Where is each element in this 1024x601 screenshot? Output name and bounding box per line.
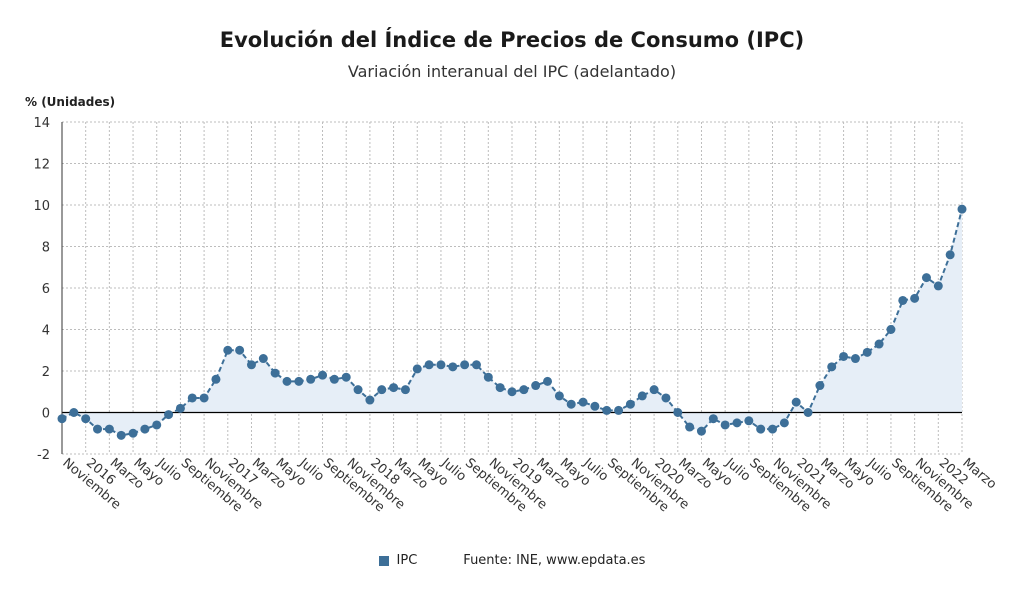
data-point bbox=[400, 385, 410, 395]
data-point bbox=[661, 393, 671, 403]
data-point bbox=[175, 403, 185, 413]
data-point bbox=[365, 395, 375, 405]
y-axis-label: % (Unidades) bbox=[25, 95, 116, 109]
data-point bbox=[424, 360, 434, 370]
data-point bbox=[471, 360, 481, 370]
data-point bbox=[93, 424, 103, 434]
legend: IPC Fuente: INE, www.epdata.es bbox=[0, 553, 1024, 568]
data-point bbox=[732, 418, 742, 428]
data-point bbox=[258, 354, 268, 364]
data-point bbox=[69, 408, 79, 417]
data-point bbox=[116, 430, 126, 440]
data-point bbox=[507, 387, 517, 397]
data-point bbox=[57, 414, 67, 424]
data-point bbox=[933, 281, 943, 291]
data-point bbox=[270, 368, 280, 378]
source-note: Fuente: INE, www.epdata.es bbox=[463, 553, 646, 568]
data-point bbox=[720, 420, 730, 430]
data-point bbox=[341, 372, 351, 382]
data-point bbox=[827, 362, 837, 372]
data-point bbox=[152, 420, 162, 430]
data-point bbox=[744, 416, 754, 426]
chart-title: Evolución del Índice de Precios de Consu… bbox=[219, 28, 805, 52]
data-point bbox=[235, 345, 245, 355]
data-point bbox=[649, 385, 659, 395]
data-point bbox=[436, 360, 446, 370]
legend-swatch bbox=[378, 555, 389, 566]
data-point bbox=[211, 374, 221, 384]
y-tick-label: 2 bbox=[42, 365, 50, 380]
data-point bbox=[756, 424, 766, 434]
y-tick-label: 8 bbox=[42, 241, 50, 256]
y-tick-label: 4 bbox=[42, 324, 50, 339]
y-tick-label: 0 bbox=[42, 407, 50, 422]
y-tick-label: 14 bbox=[33, 116, 50, 131]
data-point bbox=[140, 424, 150, 434]
data-point bbox=[898, 295, 908, 305]
y-tick-label: 12 bbox=[33, 158, 50, 173]
data-point bbox=[839, 351, 849, 361]
data-point bbox=[128, 428, 138, 438]
data-point bbox=[614, 405, 624, 415]
data-point bbox=[164, 410, 174, 420]
data-point bbox=[708, 414, 718, 424]
data-point bbox=[460, 360, 470, 370]
data-point bbox=[566, 399, 576, 409]
data-point bbox=[306, 374, 316, 384]
data-point bbox=[957, 204, 967, 214]
data-point bbox=[779, 418, 789, 428]
data-point bbox=[282, 376, 292, 386]
data-point bbox=[602, 405, 612, 415]
data-point bbox=[412, 364, 422, 374]
data-point bbox=[637, 391, 647, 401]
y-tick-label: 10 bbox=[33, 199, 50, 214]
data-point bbox=[862, 347, 872, 357]
data-point bbox=[625, 399, 635, 409]
data-point bbox=[483, 372, 493, 382]
data-point bbox=[353, 385, 363, 395]
data-point bbox=[768, 424, 778, 434]
data-point bbox=[673, 408, 683, 417]
data-point bbox=[448, 362, 458, 372]
data-point bbox=[199, 393, 209, 403]
legend-label: IPC bbox=[396, 553, 418, 568]
data-point bbox=[389, 383, 399, 393]
data-point bbox=[921, 273, 931, 283]
data-point bbox=[554, 391, 564, 401]
data-point bbox=[685, 422, 695, 432]
data-point bbox=[81, 414, 91, 424]
data-point bbox=[910, 293, 920, 303]
data-point bbox=[223, 345, 233, 355]
y-tick-label: -2 bbox=[37, 448, 50, 463]
data-point bbox=[815, 381, 825, 391]
data-point bbox=[377, 385, 387, 395]
data-point bbox=[874, 339, 884, 349]
data-point bbox=[531, 381, 541, 391]
data-point bbox=[886, 325, 896, 334]
y-tick-label: 6 bbox=[42, 282, 50, 297]
data-point bbox=[945, 250, 955, 260]
data-point bbox=[329, 374, 339, 384]
data-point bbox=[803, 408, 813, 417]
data-point bbox=[519, 385, 529, 395]
data-point bbox=[187, 393, 197, 403]
data-point bbox=[104, 424, 114, 434]
data-point bbox=[294, 376, 304, 386]
data-point bbox=[578, 397, 588, 407]
data-point bbox=[318, 370, 328, 380]
data-point bbox=[696, 426, 706, 436]
data-point bbox=[543, 376, 553, 386]
data-point bbox=[590, 401, 600, 411]
data-point bbox=[495, 383, 505, 393]
data-point bbox=[246, 360, 256, 370]
chart-subtitle: Variación interanual del IPC (adelantado… bbox=[347, 62, 677, 81]
data-point bbox=[791, 397, 801, 407]
data-point bbox=[850, 354, 860, 364]
